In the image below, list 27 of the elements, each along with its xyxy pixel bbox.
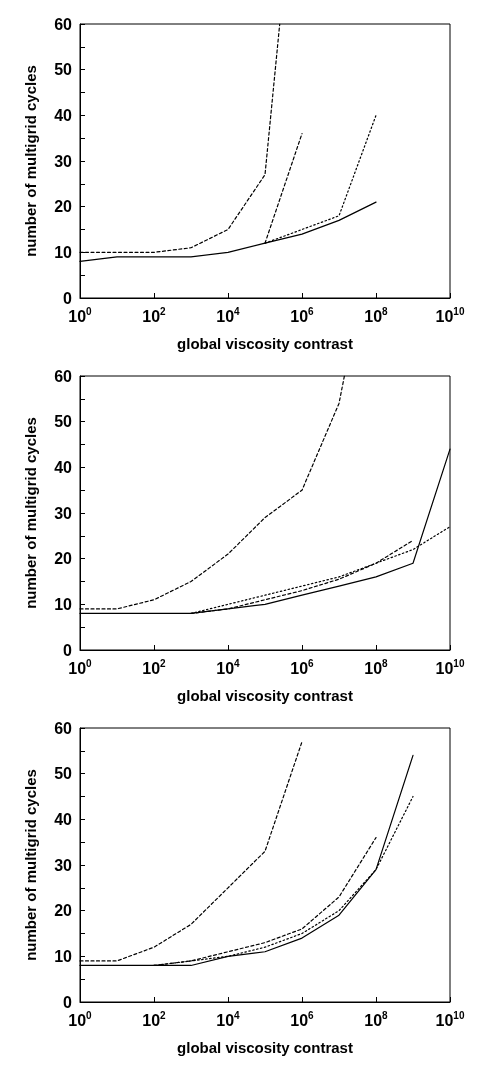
y-tick-label: 20 bbox=[54, 902, 73, 920]
y-tick-label: 60 bbox=[54, 367, 73, 385]
y-tick-label: 30 bbox=[54, 152, 73, 170]
y-tick-label: 40 bbox=[54, 458, 73, 476]
y-tick-label: 0 bbox=[63, 641, 73, 659]
y-tick-label: 30 bbox=[54, 504, 73, 522]
y-tick-label: 40 bbox=[54, 810, 73, 828]
y-tick-label: 60 bbox=[54, 15, 73, 33]
y-tick-label: 20 bbox=[54, 198, 73, 216]
x-axis-title: global viscosity contrast bbox=[177, 1039, 353, 1056]
y-tick-label: 50 bbox=[54, 765, 73, 783]
y-tick-label: 0 bbox=[63, 993, 73, 1011]
y-tick-label: 10 bbox=[54, 243, 73, 261]
y-tick-label: 10 bbox=[54, 947, 73, 965]
y-tick-label: 40 bbox=[54, 106, 73, 124]
y-tick-label: 50 bbox=[54, 413, 73, 431]
y-tick-label: 60 bbox=[54, 719, 73, 737]
y-tick-label: 20 bbox=[54, 550, 73, 568]
y-axis-title: number of multigrid cycles bbox=[22, 65, 39, 257]
y-axis-title: number of multigrid cycles bbox=[22, 769, 39, 961]
y-tick-label: 30 bbox=[54, 856, 73, 874]
y-tick-label: 0 bbox=[63, 289, 73, 307]
y-tick-label: 50 bbox=[54, 61, 73, 79]
y-axis-title: number of multigrid cycles bbox=[22, 417, 39, 609]
x-axis-title: global viscosity contrast bbox=[177, 335, 353, 352]
x-axis-title: global viscosity contrast bbox=[177, 687, 353, 704]
y-tick-label: 10 bbox=[54, 595, 73, 613]
